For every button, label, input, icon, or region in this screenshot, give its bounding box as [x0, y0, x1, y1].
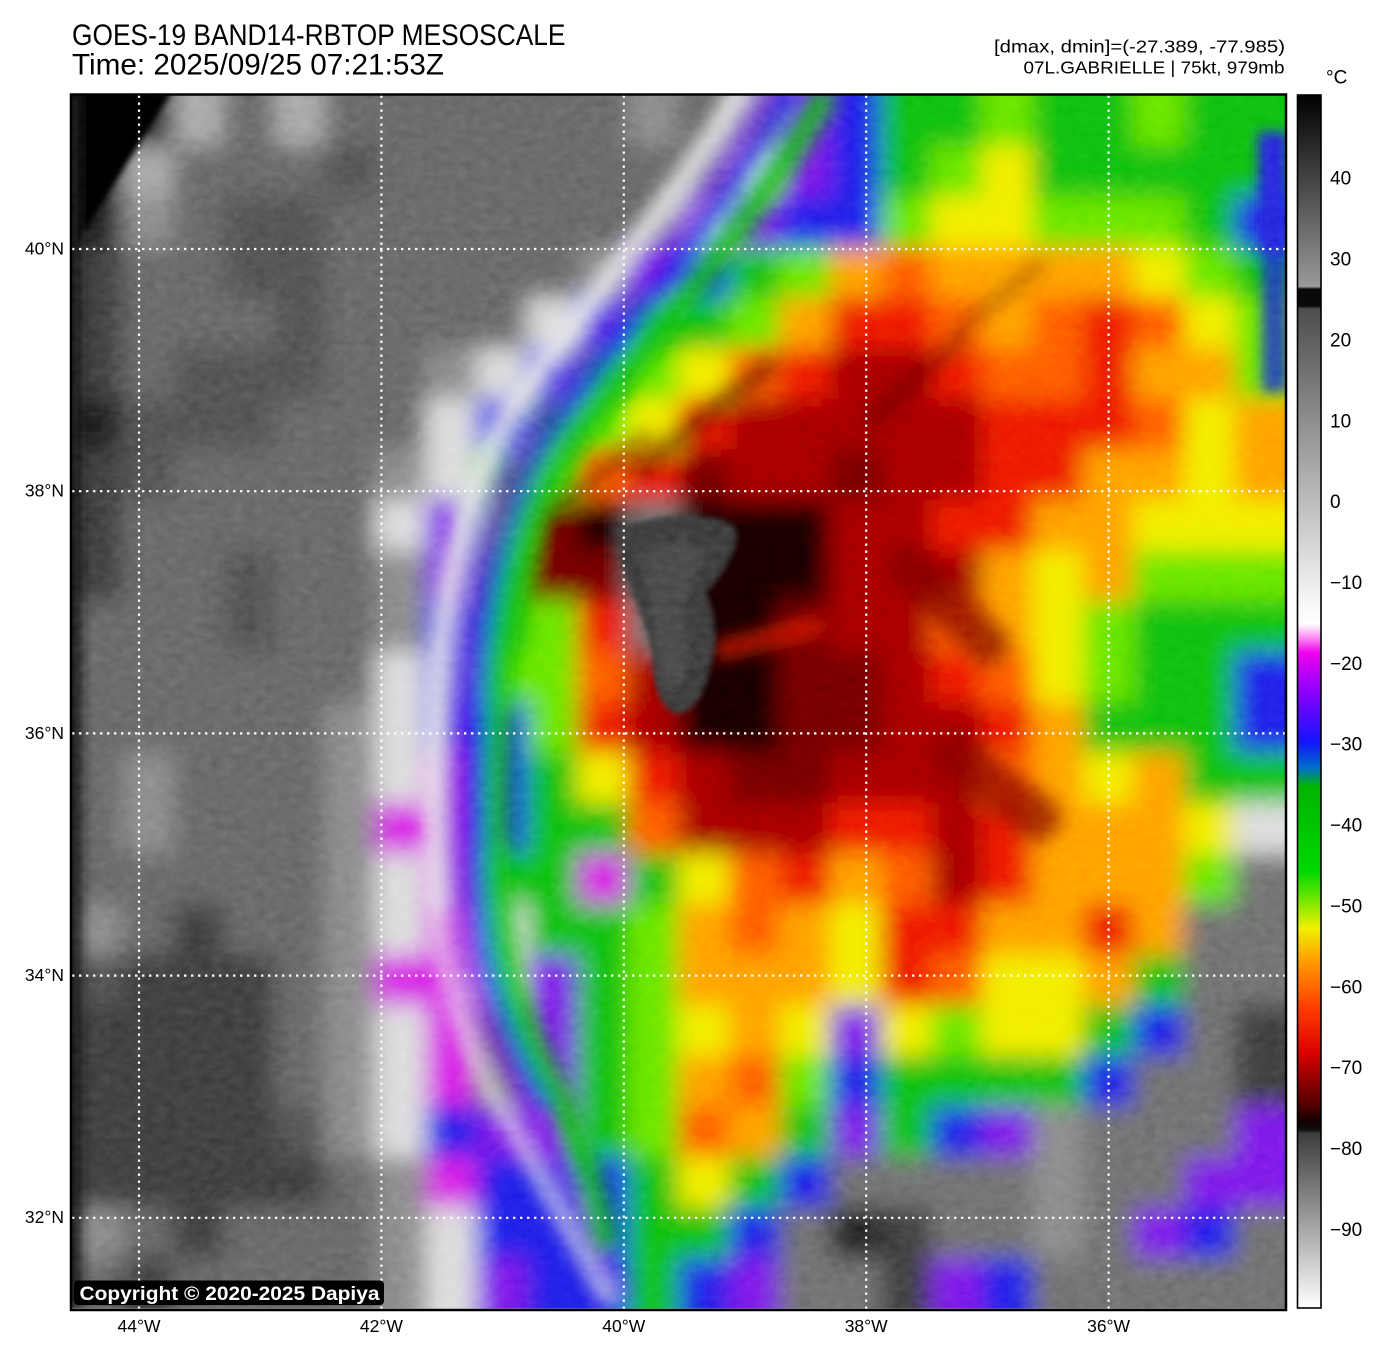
svg-text:−20: −20	[1330, 654, 1362, 675]
svg-text:−80: −80	[1330, 1139, 1362, 1160]
svg-text:42°W: 42°W	[360, 1316, 403, 1336]
svg-text:36°N: 36°N	[25, 723, 64, 743]
svg-text:−70: −70	[1330, 1058, 1362, 1079]
svg-text:30: 30	[1330, 250, 1351, 271]
svg-text:34°N: 34°N	[25, 965, 64, 985]
svg-text:[dmax, dmin]=(-27.389, -77.985: [dmax, dmin]=(-27.389, -77.985)	[994, 37, 1285, 57]
svg-text:20: 20	[1330, 330, 1351, 351]
svg-text:38°W: 38°W	[845, 1316, 888, 1336]
svg-text:40: 40	[1330, 169, 1351, 190]
svg-text:Copyright © 2020-2025 Dapiya: Copyright © 2020-2025 Dapiya	[80, 1283, 380, 1305]
svg-text:Time: 2025/09/25 07:21:53Z: Time: 2025/09/25 07:21:53Z	[72, 49, 444, 82]
svg-text:10: 10	[1330, 411, 1351, 432]
svg-text:38°N: 38°N	[25, 481, 64, 501]
svg-text:−40: −40	[1330, 816, 1362, 837]
svg-text:40°N: 40°N	[25, 238, 64, 258]
svg-text:32°N: 32°N	[25, 1207, 64, 1227]
svg-text:−60: −60	[1330, 977, 1362, 998]
svg-text:°C: °C	[1326, 68, 1347, 89]
svg-text:36°W: 36°W	[1087, 1316, 1130, 1336]
svg-text:44°W: 44°W	[118, 1316, 161, 1336]
svg-text:07L.GABRIELLE | 75kt, 979mb: 07L.GABRIELLE | 75kt, 979mb	[1024, 58, 1285, 78]
svg-text:0: 0	[1330, 492, 1341, 513]
svg-text:40°W: 40°W	[602, 1316, 645, 1336]
svg-text:−10: −10	[1330, 573, 1362, 594]
svg-text:−50: −50	[1330, 897, 1362, 918]
svg-text:−30: −30	[1330, 735, 1362, 756]
svg-text:GOES-19 BAND14-RBTOP MESOSCALE: GOES-19 BAND14-RBTOP MESOSCALE	[72, 19, 566, 52]
svg-text:−90: −90	[1330, 1220, 1362, 1241]
